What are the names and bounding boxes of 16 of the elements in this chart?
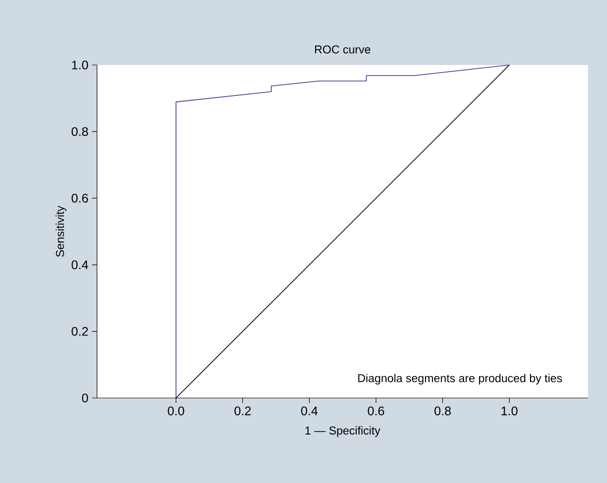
y-tick-label: 1.0: [72, 60, 88, 70]
x-axis-title: 1 — Specificity: [305, 426, 380, 437]
x-tick-label: 0.2: [234, 406, 251, 416]
x-tick-label: 0.0: [168, 406, 184, 416]
x-tick-label: 0.4: [301, 406, 318, 416]
y-axis-title: Sensitivity: [56, 206, 66, 257]
annotation: Diagnola segments are produced by ties: [358, 374, 562, 384]
x-tick-label: 0.6: [368, 406, 384, 416]
y-tick-label: 0.2: [72, 326, 88, 336]
y-tick-label: 0.4: [72, 260, 88, 270]
x-tick-label: 0.8: [434, 406, 451, 416]
y-tick-label: 0.8: [72, 127, 88, 136]
y-tick-label: 0: [82, 394, 88, 402]
x-tick-label: 1.0: [502, 406, 518, 416]
chart-title: ROC curve: [315, 45, 370, 54]
y-tick-label: 0.6: [72, 194, 88, 203]
